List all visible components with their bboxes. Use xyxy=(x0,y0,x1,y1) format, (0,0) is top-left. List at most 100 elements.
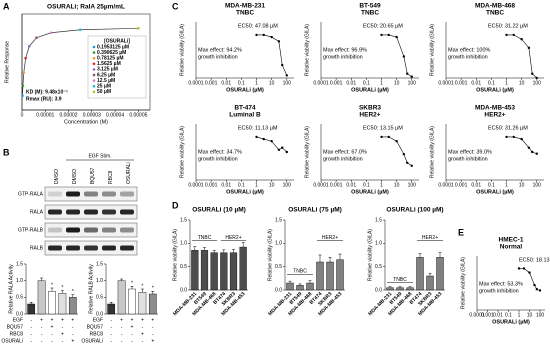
bar xyxy=(336,259,344,291)
x-tick-label: 0.00002 xyxy=(60,112,78,118)
x-tick-label: 0.0001 xyxy=(188,80,204,86)
point xyxy=(21,84,25,87)
x-axis-label: OSURALi (µM) xyxy=(476,189,514,195)
y-axis-label: Relative viability (GILA) xyxy=(367,229,373,281)
x-axis-label: OSURALi (µM) xyxy=(351,87,389,93)
x-tick-label: 10 xyxy=(519,80,525,86)
treatment-label: OSURALi xyxy=(1,338,23,344)
chart-title: OSURALi (75 µM) xyxy=(288,207,342,214)
point xyxy=(387,135,390,139)
x-axis-label: OSURALi (µM) xyxy=(351,189,389,195)
chart-subtitle: HER2+ xyxy=(359,112,380,119)
treatment-sign: - xyxy=(41,338,43,344)
point xyxy=(380,135,383,139)
x-tick-label: 0.01 xyxy=(346,182,356,188)
treatment-sign: - xyxy=(142,324,144,330)
x-tick-label: 1 xyxy=(518,312,521,318)
point xyxy=(520,137,523,141)
legend-label: 0.390625 µM xyxy=(97,50,126,56)
curve xyxy=(256,34,288,76)
x-tick-label: 0.01 xyxy=(493,312,503,318)
legend-label: 25 µM xyxy=(97,84,111,90)
treatment-sign: - xyxy=(41,324,43,330)
x-tick-label: 10 xyxy=(394,80,400,86)
y-tick-label: 1.5 xyxy=(96,261,103,267)
bar xyxy=(210,252,218,291)
bar xyxy=(326,261,334,291)
treatment-sign: - xyxy=(121,331,123,337)
lane-label: BQU57 xyxy=(90,167,96,184)
blot-band xyxy=(66,209,80,215)
x-tick-label: 0.001 xyxy=(455,80,468,86)
x-tick-label: 0.001 xyxy=(330,182,343,188)
blot-band xyxy=(66,245,80,251)
blot-band xyxy=(66,227,80,233)
x-tick-label: 0.00003 xyxy=(83,112,101,118)
annotation: growth inhibition xyxy=(198,156,238,162)
legend-marker xyxy=(92,73,96,77)
x-tick-label: 0.01 xyxy=(221,80,231,86)
chart-title: SKBR3 xyxy=(359,105,381,112)
bar xyxy=(200,250,209,291)
bar xyxy=(436,257,444,291)
treatment-sign: + xyxy=(61,317,64,323)
chart-title: MDA-MB-453 xyxy=(475,105,515,112)
point xyxy=(380,33,383,37)
chart-title: OSURALi (100 µM) xyxy=(386,207,443,214)
point xyxy=(277,148,281,152)
y-tick-label: 1.0 xyxy=(180,241,187,247)
x-tick-label: 0.1 xyxy=(505,312,512,318)
legend-label: 12.5 µM xyxy=(97,78,115,84)
x-tick-label: 100 xyxy=(536,312,545,318)
treatment-sign: - xyxy=(121,324,123,330)
point xyxy=(505,33,508,37)
blot-band xyxy=(84,227,98,233)
point xyxy=(270,35,273,39)
legend-label: 0.1953125 µM xyxy=(97,44,129,50)
annotation: Max effect: 53.3% xyxy=(479,281,523,287)
point xyxy=(527,46,531,50)
legend-box xyxy=(87,35,147,99)
point xyxy=(255,33,258,37)
treatment-label: BQU57 xyxy=(87,324,104,330)
group-label: TNBC xyxy=(293,269,307,275)
significance: * xyxy=(152,286,154,292)
blot-band xyxy=(120,191,134,197)
treatment-sign: + xyxy=(51,317,54,323)
y-axis-label: Relative viability (GILA) xyxy=(179,126,185,178)
treatment-sign: + xyxy=(71,338,74,344)
blot-band xyxy=(102,245,116,251)
treatment-sign: + xyxy=(131,324,134,330)
treatment-sign: - xyxy=(51,338,53,344)
y-axis-label: Relative viability (GILA) xyxy=(267,229,273,281)
group-label: TNBC xyxy=(393,277,407,283)
point xyxy=(531,72,534,75)
ec50-label: EC50: 11.13 µM xyxy=(238,125,278,131)
x-tick-label: 0.0001 xyxy=(469,312,485,318)
x-tick-label: 100 xyxy=(408,80,417,86)
panel-label: A xyxy=(3,1,10,11)
legend-marker xyxy=(92,90,96,94)
x-tick-label: 0.00001 xyxy=(36,112,54,118)
treatment-sign: + xyxy=(61,331,64,337)
treatment-sign: + xyxy=(131,317,134,323)
point xyxy=(410,75,413,78)
annotation: growth inhibition xyxy=(479,288,519,294)
point xyxy=(35,36,38,39)
point xyxy=(281,63,284,67)
point xyxy=(512,135,515,139)
treatment-sign: - xyxy=(41,331,43,337)
point xyxy=(78,28,82,32)
blot-band xyxy=(84,245,98,251)
y-tick-label: 0.5 xyxy=(16,295,23,301)
x-tick-label: 1 xyxy=(255,182,258,188)
x-tick-label: 1 xyxy=(505,182,508,188)
chart-subtitle: Luminal B xyxy=(229,112,261,119)
chart-title: BT-474 xyxy=(234,105,256,112)
treatment-sign: + xyxy=(151,338,154,344)
bar xyxy=(191,250,199,291)
point xyxy=(535,152,538,155)
significance: * xyxy=(141,283,143,289)
treatment-sign: - xyxy=(142,338,144,344)
blot-band xyxy=(120,227,134,233)
